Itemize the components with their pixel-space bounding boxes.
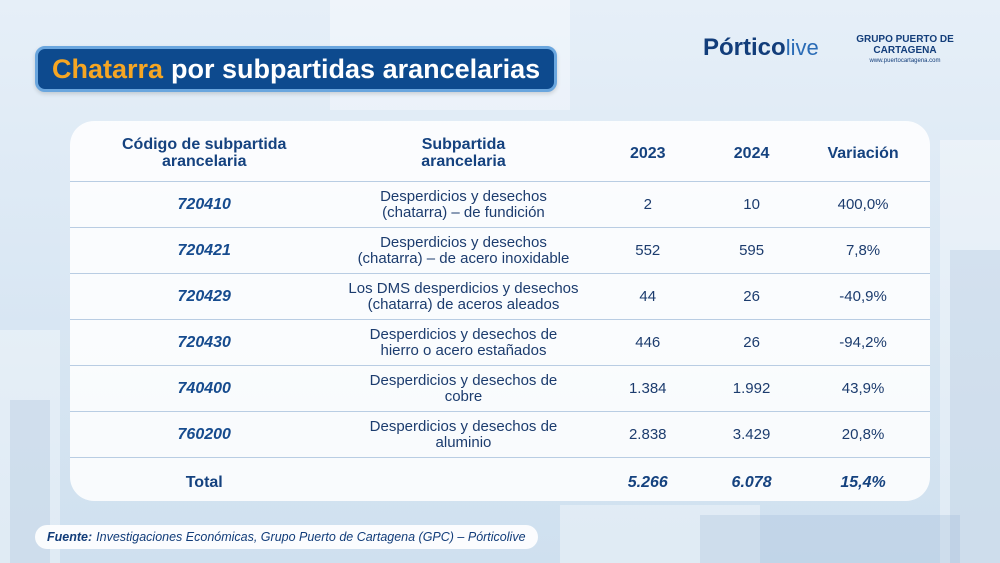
row-2024: 1.992	[707, 365, 797, 412]
table-header-row: Código de subpartida arancelaria Subpart…	[70, 125, 930, 182]
total-label: Total	[70, 457, 339, 508]
row-2024: 10	[707, 181, 797, 228]
row-2024: 26	[707, 319, 797, 366]
page-title: Chatarra por subpartidas arancelarias	[35, 46, 558, 92]
row-2023: 552	[588, 227, 708, 274]
row-2024: 26	[707, 273, 797, 320]
row-code: 720421	[70, 227, 339, 274]
row-2023: 1.384	[588, 365, 708, 412]
total-variation: 15,4%	[796, 457, 930, 508]
row-code: 720430	[70, 319, 339, 366]
row-code: 720410	[70, 181, 339, 228]
row-2023: 2	[588, 181, 708, 228]
row-variation: -40,9%	[796, 273, 930, 320]
header-2024: 2024	[733, 144, 770, 162]
porticolive-logo-bold: Pórtico	[703, 34, 786, 61]
gpc-logo-url: www.puertocartagena.com	[869, 58, 941, 64]
row-2024: 3.429	[707, 411, 797, 458]
row-desc: Desperdicios y desechos de hierro o acer…	[338, 319, 589, 366]
scrap-table: Código de subpartida arancelaria Subpart…	[70, 125, 930, 508]
porticolive-logo: Pórticolive	[703, 34, 819, 62]
title-accent: Chatarra	[52, 53, 164, 84]
row-2024: 595	[707, 227, 797, 274]
row-variation: -94,2%	[796, 319, 930, 366]
row-variation: 7,8%	[796, 227, 930, 274]
porticolive-logo-light: live	[785, 35, 819, 60]
header-code: Código de subpartida arancelaria	[122, 136, 287, 170]
row-code: 720429	[70, 273, 339, 320]
table-total-row: Total 5.266 6.078 15,4%	[70, 457, 930, 508]
title-text: por subpartidas arancelarias	[171, 53, 541, 84]
row-2023: 44	[588, 273, 708, 320]
row-code: 740400	[70, 365, 339, 412]
row-variation: 20,8%	[796, 411, 930, 458]
total-2024: 6.078	[707, 457, 797, 508]
table-row: 720410 Desperdicios y desechos (chatarra…	[70, 181, 930, 228]
total-desc-empty	[338, 457, 589, 508]
row-variation: 400,0%	[796, 181, 930, 228]
header-2023: 2023	[629, 144, 666, 162]
table-row: 720430 Desperdicios y desechos de hierro…	[70, 319, 930, 366]
row-variation: 43,9%	[796, 365, 930, 412]
gpc-logo: GRUPO PUERTO DE CARTAGENA www.puertocart…	[850, 34, 960, 64]
source-note: Fuente: Investigaciones Económicas, Grup…	[35, 525, 538, 549]
row-desc: Desperdicios y desechos de cobre	[338, 365, 589, 412]
row-code: 760200	[70, 411, 339, 458]
table-row: 720429 Los DMS desperdicios y desechos (…	[70, 273, 930, 320]
source-text: Investigaciones Económicas, Grupo Puerto…	[96, 530, 526, 544]
row-desc: Desperdicios y desechos (chatarra) – de …	[338, 181, 589, 228]
gpc-logo-name: GRUPO PUERTO DE CARTAGENA	[856, 34, 954, 56]
table-row: 740400 Desperdicios y desechos de cobre …	[70, 365, 930, 412]
source-label: Fuente:	[47, 530, 93, 544]
row-desc: Desperdicios y desechos (chatarra) – de …	[338, 227, 589, 274]
header-desc: Subpartida arancelaria	[421, 136, 506, 170]
row-2023: 2.838	[588, 411, 708, 458]
total-2023: 5.266	[588, 457, 708, 508]
table-row: 720421 Desperdicios y desechos (chatarra…	[70, 227, 930, 274]
row-2023: 446	[588, 319, 708, 366]
row-desc: Los DMS desperdicios y desechos (chatarr…	[338, 273, 589, 320]
table-row: 760200 Desperdicios y desechos de alumin…	[70, 411, 930, 458]
row-desc: Desperdicios y desechos de aluminio	[338, 411, 589, 458]
header-variation: Variación	[827, 144, 899, 162]
